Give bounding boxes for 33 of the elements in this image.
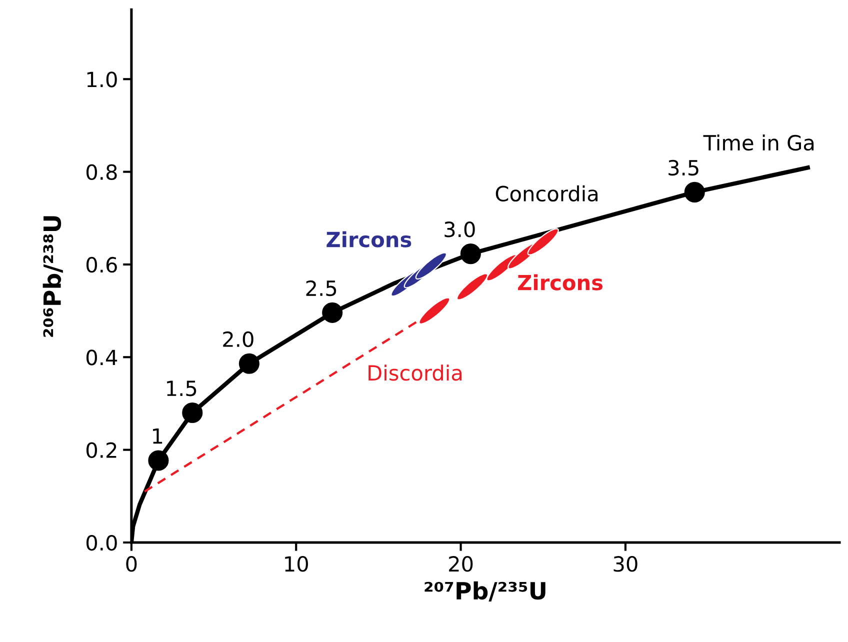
annotation: 2.0 [223,331,254,348]
point [182,402,203,424]
point [527,228,559,256]
y-tick-label: 0.4 [86,350,118,366]
x-tick-label: 10 [285,556,308,572]
annotation: Time in Ga [703,134,814,151]
point [460,244,481,264]
x-tick-label: 20 [449,556,473,572]
y-tick-label: 0.6 [86,256,117,273]
annotation: 1 [153,428,162,444]
point [456,273,488,300]
series-label: Zircons [518,274,602,290]
point [148,450,169,471]
x-tick-label: 30 [614,556,638,572]
annotation: 1.5 [167,380,196,396]
y-axis-title: ²⁰⁶Pb/²³⁸U [42,216,63,337]
y-tick-label: 1.0 [87,72,117,88]
point [415,252,447,280]
annotation: 2.5 [306,280,336,296]
annotation: 3.0 [444,222,475,238]
series-label: Zircons [326,231,412,248]
point [322,302,343,323]
x-axis-title: ²⁰⁷Pb/²³⁵U [424,581,546,602]
y-tick-label: 0.2 [86,442,116,458]
point [418,297,450,324]
y-tick-label: 0.0 [86,534,117,551]
point [684,182,705,202]
series-label: Discordia [368,364,462,381]
series-label: Concordia [496,185,598,202]
point [238,353,260,374]
annotation: 3.5 [668,160,698,176]
y-tick-label: 0.8 [86,164,117,180]
x-tick-label: 0 [126,556,137,572]
